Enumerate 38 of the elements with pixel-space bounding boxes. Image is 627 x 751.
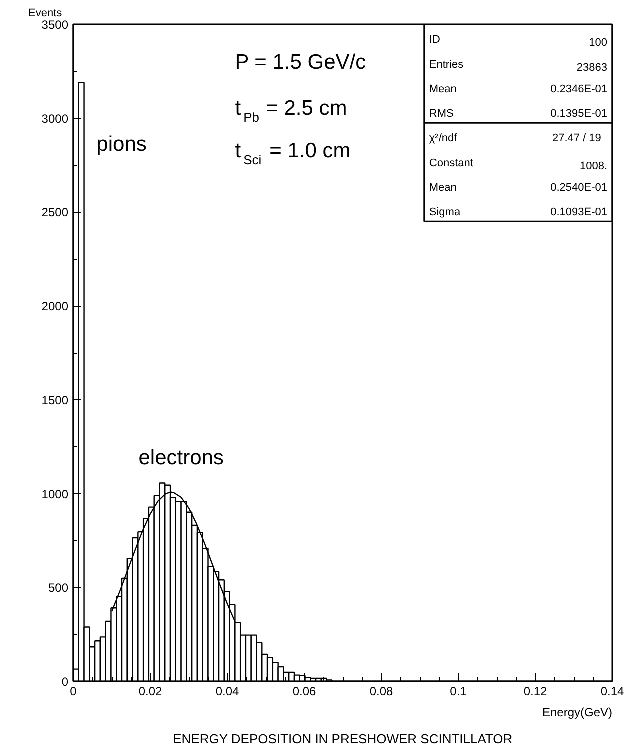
- annotation: electrons: [138, 446, 224, 470]
- y-tick-label: 1500: [42, 393, 69, 408]
- y-tick-label: 2500: [42, 206, 69, 220]
- y-axis-title: Events: [28, 8, 63, 20]
- x-tick-label: 0.08: [370, 684, 394, 698]
- annotation: P = 1.5 GeV/c: [235, 50, 366, 74]
- annotation: 23863: [576, 62, 608, 74]
- annotation: Sigma: [429, 206, 462, 219]
- x-tick-label: 0.1: [450, 684, 468, 698]
- annotation: 0.1093E-01: [550, 206, 608, 219]
- x-tick-label: 0.12: [524, 684, 548, 698]
- annotation: 27.47 / 19: [552, 132, 602, 145]
- annotation: ID: [429, 34, 440, 46]
- y-tick-label: 0: [62, 675, 69, 689]
- annotation: pions: [96, 132, 147, 156]
- x-tick-label: 0.14: [600, 684, 625, 698]
- x-tick-label: 0: [70, 684, 78, 698]
- annotation: 1008.: [580, 160, 608, 172]
- x-tick-label: 0.06: [292, 684, 317, 698]
- x-tick-label: 0.02: [138, 684, 163, 698]
- annotation: Mean: [429, 182, 457, 194]
- annotation: χ²/ndf: [429, 132, 458, 145]
- text: ENERGY DEPOSITION IN PRESHOWER SCINTILLATOR: [173, 732, 513, 746]
- y-tick-label: 3500: [42, 18, 69, 32]
- y-tick-label: 2000: [42, 300, 69, 314]
- annotation: 100: [589, 37, 608, 50]
- x-tick-label: 0.04: [216, 684, 240, 698]
- y-tick-label: 3000: [42, 112, 69, 126]
- y-tick-label: 500: [48, 581, 69, 596]
- annotation: Mean: [429, 83, 457, 96]
- x-axis-title: Energy(GeV): [542, 706, 613, 720]
- annotation: RMS: [429, 108, 454, 120]
- annotation: Entries: [429, 58, 464, 71]
- y-tick-label: 1000: [42, 487, 69, 502]
- annotation: Constant: [429, 157, 474, 170]
- annotation: 0.1395E-01: [550, 108, 608, 120]
- annotation: 0.2540E-01: [550, 182, 608, 194]
- annotation: 0.2346E-01: [550, 83, 608, 96]
